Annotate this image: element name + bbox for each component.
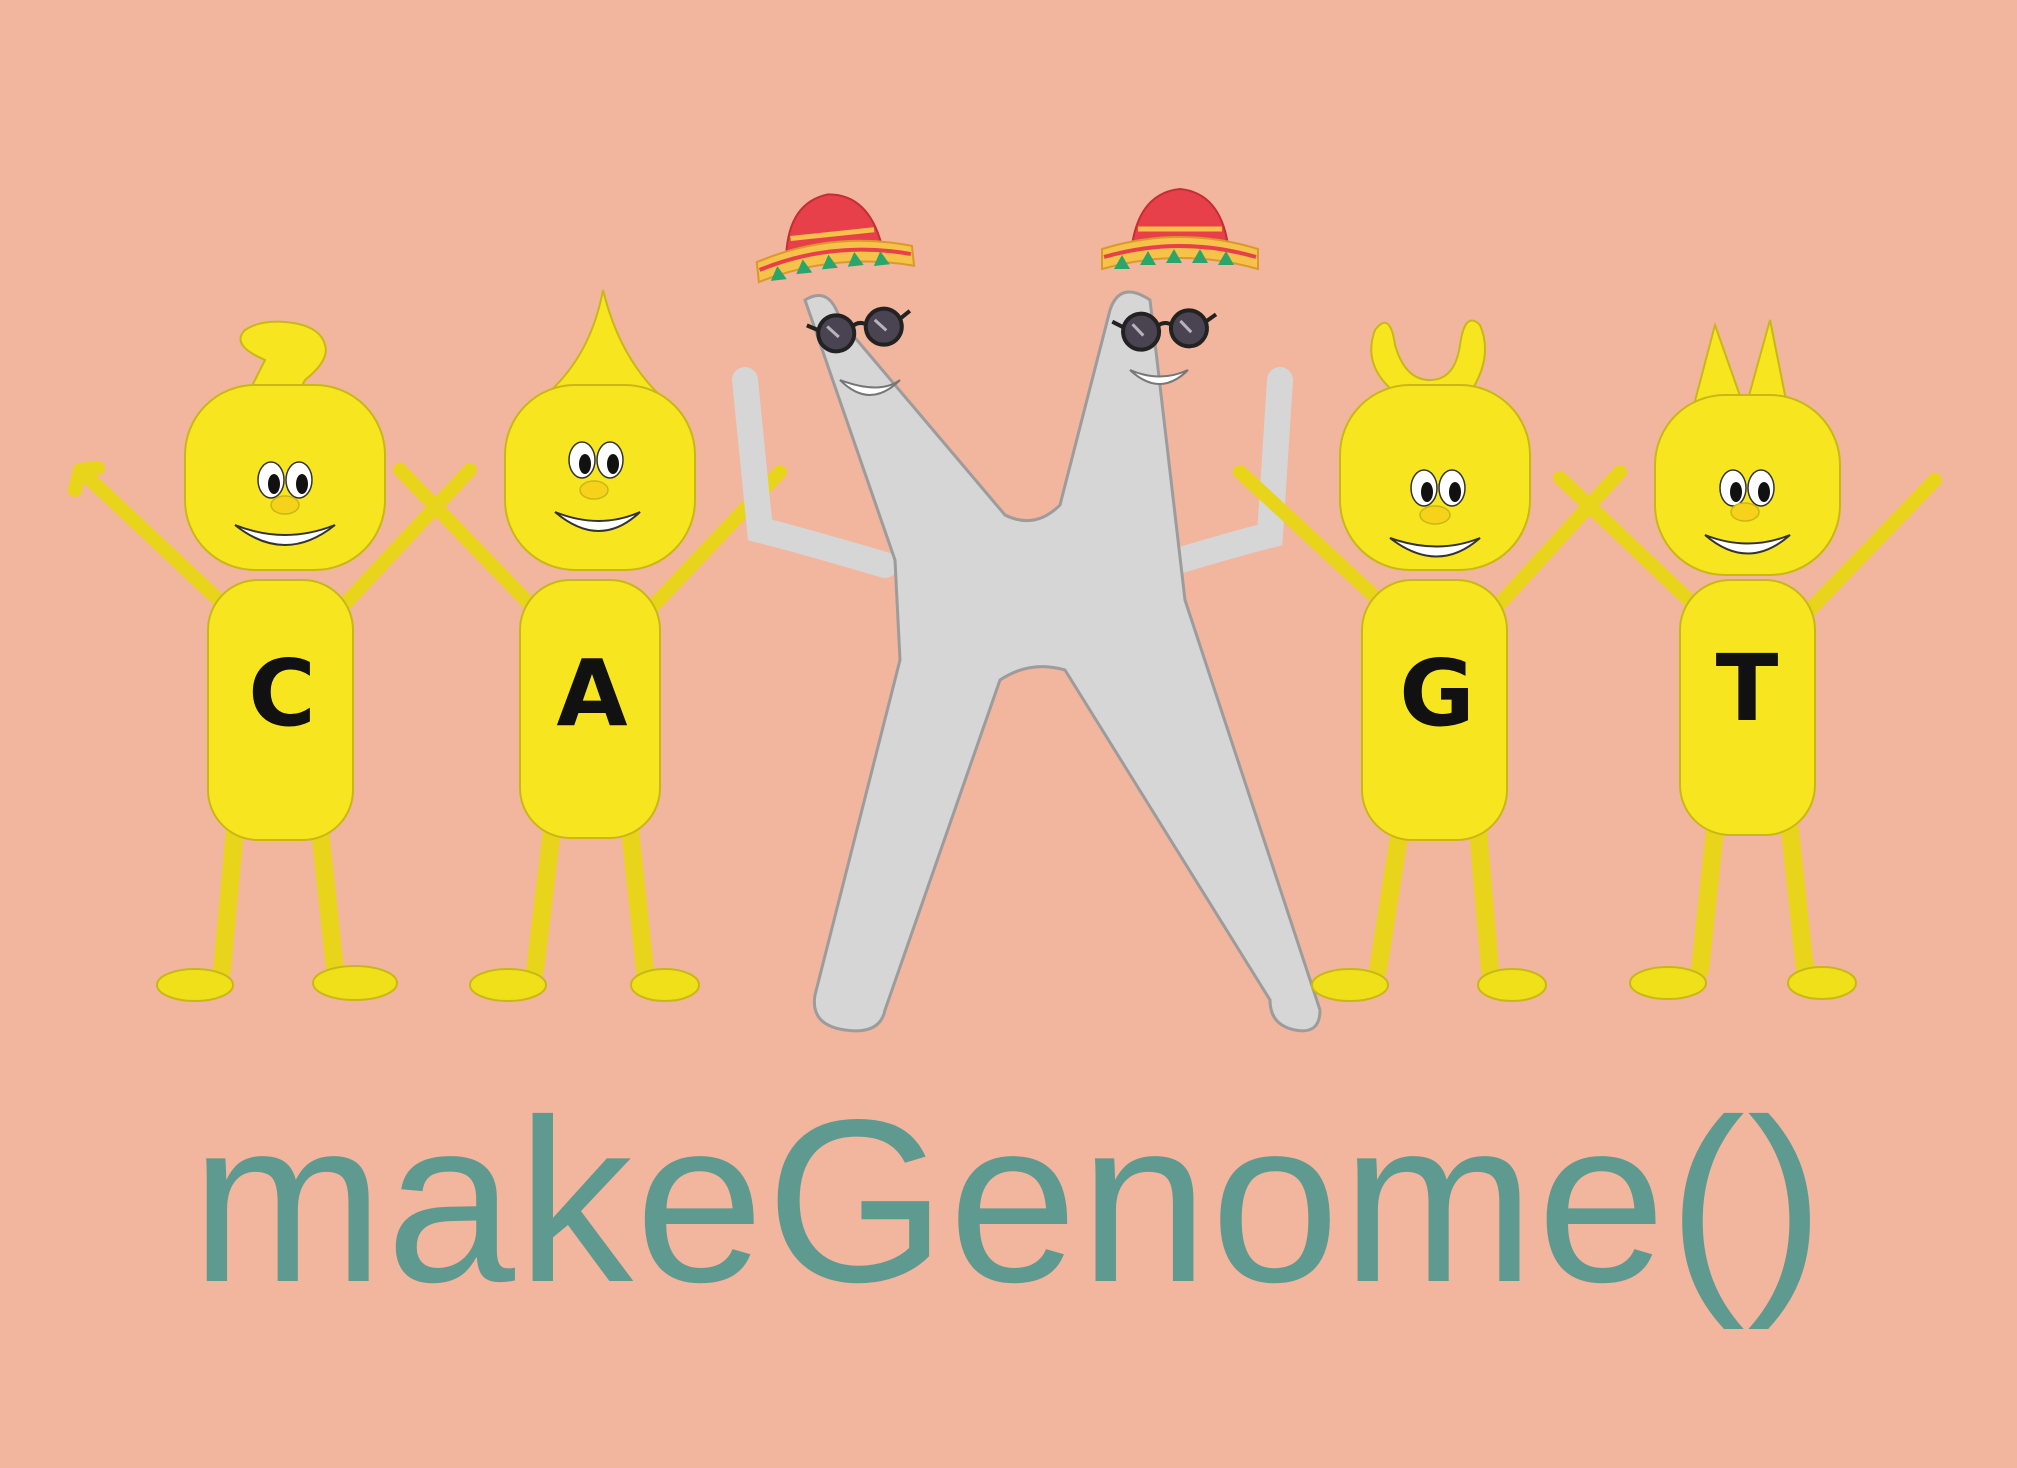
sombrero-icon — [1102, 189, 1258, 269]
page-title: makeGenome() — [190, 1072, 1827, 1331]
letter-g: G — [1399, 640, 1475, 747]
nucleotide-character-g: G — [1233, 319, 1627, 1002]
letter-c: C — [248, 640, 316, 747]
chromosome-icon — [732, 186, 1322, 1033]
letter-t: T — [1716, 635, 1779, 742]
sombrero-icon — [751, 186, 915, 282]
letter-a: A — [556, 640, 627, 747]
nucleotide-character-a: A — [393, 289, 787, 1002]
nucleotide-character-t: T — [1553, 319, 1942, 1000]
nucleotide-character-c: C — [68, 320, 477, 1002]
